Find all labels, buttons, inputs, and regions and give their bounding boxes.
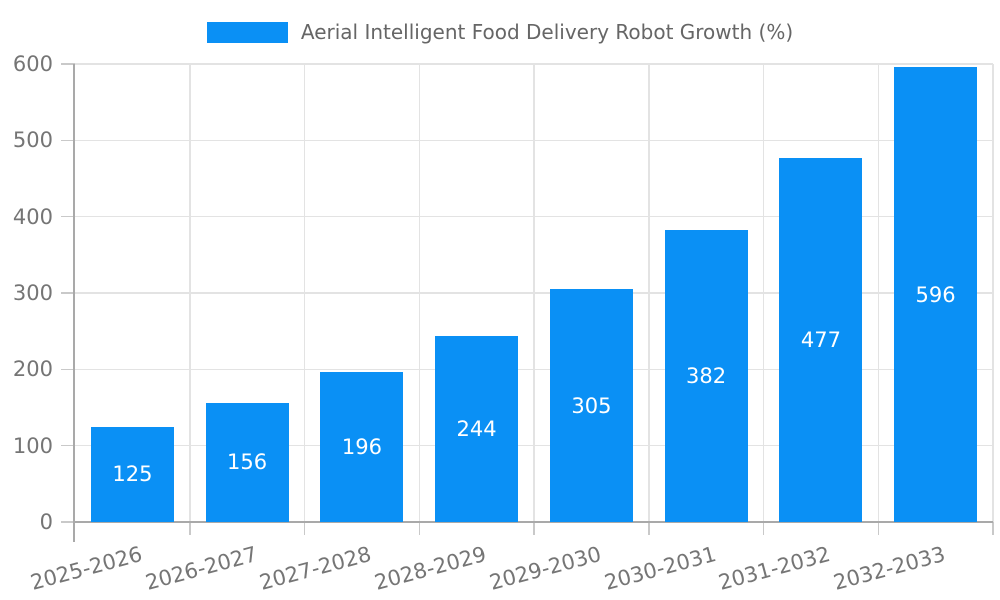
y-tick: [61, 444, 75, 447]
x-tick: [189, 522, 191, 535]
h-gridline: [75, 139, 993, 142]
legend-swatch: [206, 21, 288, 43]
y-axis-tick-label: 300: [12, 281, 53, 305]
y-tick: [61, 139, 75, 142]
bar[interactable]: 382: [664, 230, 748, 522]
y-axis-tick-label: 600: [12, 52, 53, 76]
legend-label: Aerial Intelligent Food Delivery Robot G…: [300, 20, 794, 44]
y-axis-line: [73, 64, 75, 542]
x-axis-tick-label: 2027-2028: [257, 542, 375, 595]
x-tick: [418, 522, 420, 535]
v-gridline: [877, 64, 879, 522]
y-tick: [61, 215, 75, 218]
x-tick: [762, 522, 765, 535]
bar-value-label: 244: [456, 416, 497, 441]
v-gridline: [533, 64, 535, 522]
bar-value-label: 196: [341, 435, 382, 460]
h-gridline: [75, 63, 993, 65]
x-axis-tick-label: 2031-2032: [716, 542, 834, 595]
y-tick: [61, 368, 75, 371]
v-gridline: [648, 64, 650, 522]
bar-value-label: 382: [686, 364, 727, 389]
v-gridline: [418, 64, 420, 522]
x-axis-tick-label: 2032-2033: [831, 542, 948, 595]
legend[interactable]: Aerial Intelligent Food Delivery Robot G…: [0, 21, 1000, 43]
x-tick: [648, 522, 650, 535]
v-gridline: [303, 64, 306, 522]
y-axis-tick-label: 100: [12, 433, 53, 458]
x-tick: [992, 522, 994, 535]
y-tick: [61, 521, 75, 523]
bar[interactable]: 244: [435, 335, 519, 522]
bar[interactable]: 125: [90, 426, 174, 522]
x-axis-tick-label: 2028-2029: [372, 542, 489, 595]
v-gridline: [762, 64, 765, 522]
x-tick: [303, 522, 306, 535]
x-axis-tick-label: 2026-2027: [142, 542, 260, 595]
y-axis-tick-label: 400: [12, 204, 53, 229]
bar[interactable]: 156: [205, 402, 289, 522]
bar[interactable]: 477: [779, 157, 863, 522]
bar-value-label: 305: [571, 393, 612, 418]
x-tick: [533, 522, 535, 535]
bar[interactable]: 305: [549, 289, 633, 522]
y-axis-tick-label: 0: [39, 510, 53, 534]
bar[interactable]: 196: [320, 372, 404, 522]
y-axis-tick-label: 200: [12, 357, 53, 382]
y-tick: [61, 292, 75, 294]
x-axis-tick-label: 2030-2031: [601, 542, 719, 595]
x-axis-tick-label: 2029-2030: [486, 542, 604, 595]
bar[interactable]: 596: [894, 67, 978, 522]
x-tick: [877, 522, 879, 535]
x-axis-tick-label: 2025-2026: [27, 542, 145, 595]
bar-value-label: 596: [915, 282, 956, 307]
y-tick: [61, 63, 75, 65]
v-gridline: [992, 64, 994, 522]
bar-value-label: 156: [227, 450, 268, 475]
v-gridline: [189, 64, 191, 522]
bar-value-label: 477: [800, 327, 841, 352]
y-axis-tick-label: 500: [12, 128, 53, 153]
bar-value-label: 125: [112, 462, 153, 487]
